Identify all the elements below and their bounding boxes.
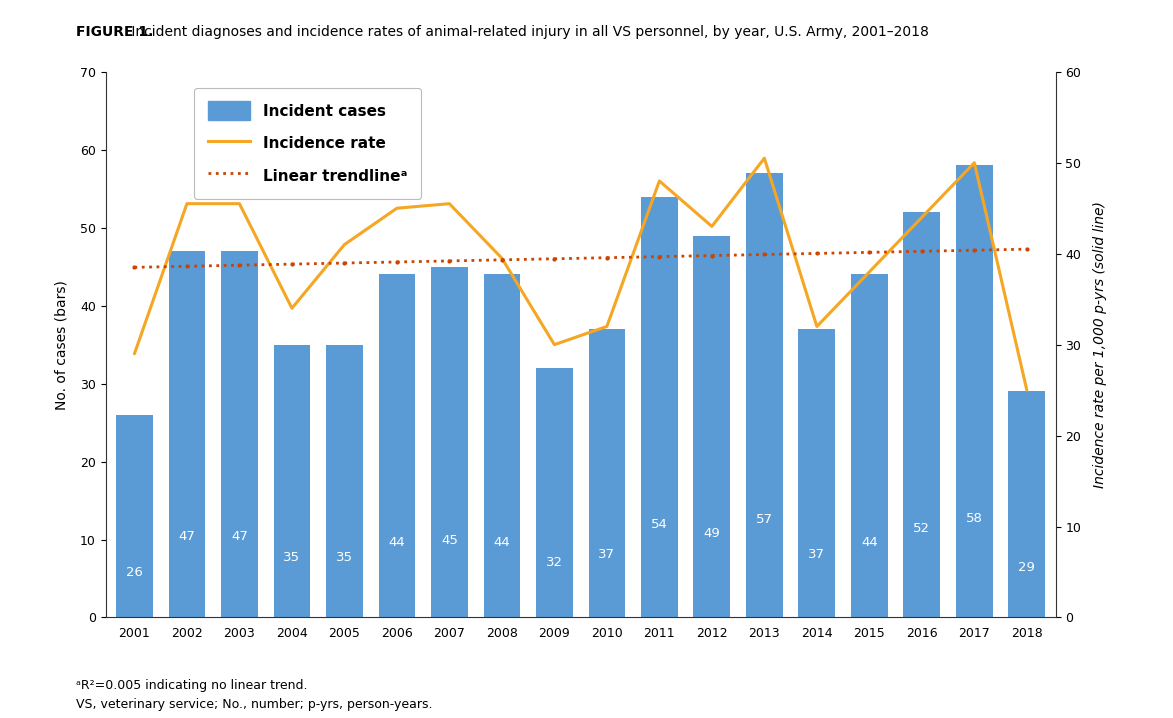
Bar [640,197,678,617]
Y-axis label: Incidence rate per 1,000 p-yrs (solid line): Incidence rate per 1,000 p-yrs (solid li… [1092,201,1106,488]
Bar [169,251,205,617]
Text: 26: 26 [126,567,143,579]
Text: 29: 29 [1018,561,1036,574]
Bar [956,165,992,617]
Y-axis label: No. of cases (bars): No. of cases (bars) [55,280,69,409]
Bar [116,415,152,617]
Bar [430,266,468,617]
Text: 47: 47 [178,531,196,544]
Text: 37: 37 [808,548,826,561]
Legend: Incident cases, Incidence rate, Linear trendlineᵃ: Incident cases, Incidence rate, Linear t… [194,88,421,199]
Text: 49: 49 [704,527,720,540]
Bar [693,236,731,617]
Text: ᵃR²=0.005 indicating no linear trend.: ᵃR²=0.005 indicating no linear trend. [76,679,307,691]
Bar [273,345,311,617]
Text: 57: 57 [755,513,773,526]
Text: 47: 47 [231,531,248,544]
Text: 44: 44 [861,536,877,549]
Bar [1009,391,1045,617]
Bar [483,274,521,617]
Text: Incident diagnoses and incidence rates of animal-related injury in all VS person: Incident diagnoses and incidence rates o… [127,25,929,39]
Text: 35: 35 [335,551,353,564]
Bar [536,368,572,617]
Text: 44: 44 [388,536,406,549]
Text: 52: 52 [914,522,930,535]
Bar [850,274,888,617]
Text: 35: 35 [284,551,300,564]
Text: 58: 58 [965,511,983,525]
Bar [589,329,625,617]
Text: 44: 44 [494,536,510,549]
Text: 32: 32 [545,556,563,569]
Text: VS, veterinary service; No., number; p-yrs, person-years.: VS, veterinary service; No., number; p-y… [76,698,433,711]
Text: 45: 45 [441,533,457,547]
Bar [379,274,415,617]
Bar [326,345,362,617]
Bar [221,251,258,617]
Bar [746,173,782,617]
Text: 54: 54 [651,518,667,531]
Text: FIGURE 1.: FIGURE 1. [76,25,154,39]
Bar [903,212,941,617]
Bar [799,329,835,617]
Text: 37: 37 [598,548,616,561]
